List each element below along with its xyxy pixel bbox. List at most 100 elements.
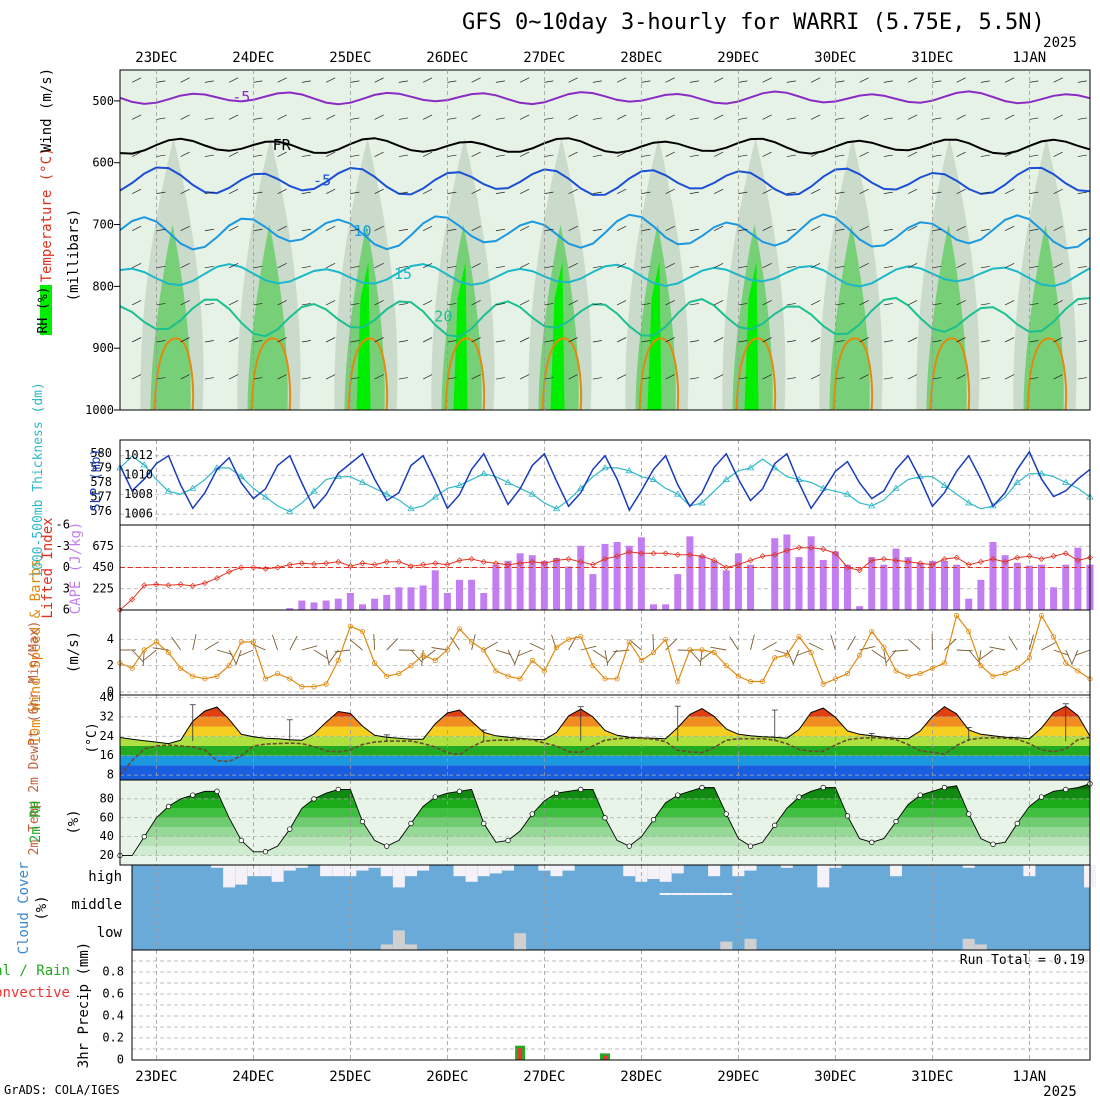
wind-barb: [422, 649, 436, 661]
wind-barb: [810, 77, 821, 83]
high-cloud-gap: [259, 865, 272, 877]
rh2m-tick-label: 40: [100, 829, 114, 843]
wind-barb: [1004, 225, 1015, 232]
lifted-index-point: [444, 561, 451, 568]
slp-tick-label: 1008: [124, 487, 153, 501]
lifted-index-point: [917, 560, 924, 567]
cloud-layer-label: middle: [71, 897, 122, 913]
wind-barb: [883, 265, 893, 269]
wind-barb: [871, 649, 886, 660]
high-cloud-gap: [708, 865, 721, 877]
wind-speed-point: [832, 676, 838, 682]
wind-barb: [713, 114, 724, 120]
wind-barb: [544, 80, 554, 83]
cape-bar: [1062, 564, 1070, 610]
wind-speed-point: [323, 681, 329, 687]
rh2m-point: [699, 784, 705, 791]
cape-bar: [468, 579, 476, 610]
isotherm-line: [119, 213, 1091, 251]
cape-bar: [1074, 547, 1082, 610]
wind-barb: [301, 303, 311, 306]
upper-air-frame: [119, 69, 1091, 411]
wind-barb: [180, 300, 190, 306]
wind-barb: [398, 228, 408, 232]
lifted-index-axis-label: Lifted Index: [40, 517, 56, 618]
temp-band: [120, 755, 1090, 766]
wind-barb: [738, 117, 748, 120]
thickness-point: [940, 481, 949, 488]
wind-barb: [786, 228, 796, 232]
wind-barb: [1077, 80, 1087, 83]
wind-barb: [1029, 340, 1039, 343]
top-day-label: 24DEC: [232, 50, 274, 66]
wind-barb: [277, 151, 287, 157]
wind-barb: [786, 80, 796, 83]
wind-speed-point: [578, 634, 584, 640]
low-cloud-gap: [720, 941, 733, 950]
wind-barb: [301, 191, 311, 194]
lifted-index-point: [480, 558, 487, 565]
precip-tick-label: 0.4: [102, 1009, 124, 1023]
lifted-index-point: [323, 560, 330, 567]
wind-barb: [253, 340, 263, 343]
upper-air-day-gridlines: [155, 70, 1030, 410]
wind-barb: [762, 263, 772, 269]
wind-barb: [253, 265, 263, 269]
wind-speed-point: [941, 660, 948, 666]
rh2m-band: [120, 836, 1090, 847]
lifted-index-point: [541, 560, 548, 567]
wind-barb: [277, 188, 287, 194]
precip-tick-label: 0.2: [102, 1031, 124, 1045]
cloud-day-gridlines: [155, 865, 1030, 950]
lifted-index-point: [856, 567, 863, 574]
wind-barb: [883, 191, 893, 194]
thickness-point: [528, 490, 536, 497]
high-cloud-gap: [489, 865, 502, 874]
low-cloud-gap: [974, 944, 987, 950]
rh2m-point: [408, 820, 414, 827]
wind-speed-point: [262, 676, 269, 682]
cape-bar: [322, 600, 330, 610]
wind-barb: [471, 151, 481, 157]
lifted-index-point: [893, 557, 899, 564]
wind-speed-point: [699, 647, 705, 653]
wind-barb: [699, 649, 703, 666]
wind-speed-point: [1014, 665, 1020, 671]
thickness-tick-label: 579: [90, 460, 112, 474]
rh2m-band: [120, 846, 1090, 856]
low-cloud-gap: [744, 938, 757, 950]
wind-speed-point: [493, 668, 499, 674]
thickness-point: [746, 464, 755, 471]
wind-barb: [544, 265, 554, 269]
rh2m-point: [481, 820, 487, 827]
wind-tick-label: 4: [107, 632, 114, 646]
top-day-label: 26DEC: [426, 50, 468, 66]
slp-series: [119, 450, 1091, 512]
high-cloud-gap: [332, 865, 345, 877]
precip-convective-bar: [518, 1047, 523, 1060]
high-cloud-gap: [659, 865, 672, 882]
wind-speed-point: [275, 670, 281, 677]
lifted-index-point: [371, 561, 378, 568]
wind-barb: [253, 154, 263, 157]
wind-day-gridlines: [155, 610, 1030, 695]
rh2m-point: [456, 788, 463, 794]
lifted-index-series: [117, 544, 1093, 613]
wind-barb: [883, 154, 893, 157]
wind-barb: [665, 638, 678, 651]
wind-barb: [450, 636, 460, 651]
wind-barb: [216, 649, 233, 655]
wind-speed-point: [1002, 670, 1008, 677]
slp-tick-label: 1006: [124, 507, 153, 521]
high-cloud-gap: [744, 865, 757, 871]
rh2m-point: [335, 786, 341, 793]
cape-bar: [286, 608, 294, 610]
high-cloud-gap: [502, 865, 514, 871]
wind-barb: [907, 188, 918, 194]
high-cloud-gap: [1023, 865, 1036, 877]
slp-tick-label: 1012: [124, 448, 153, 462]
li-tick-label: 3: [63, 581, 70, 595]
wind-barb: [277, 300, 287, 306]
upper-wind-barbs: [131, 77, 1087, 380]
wind-barb: [956, 114, 966, 120]
